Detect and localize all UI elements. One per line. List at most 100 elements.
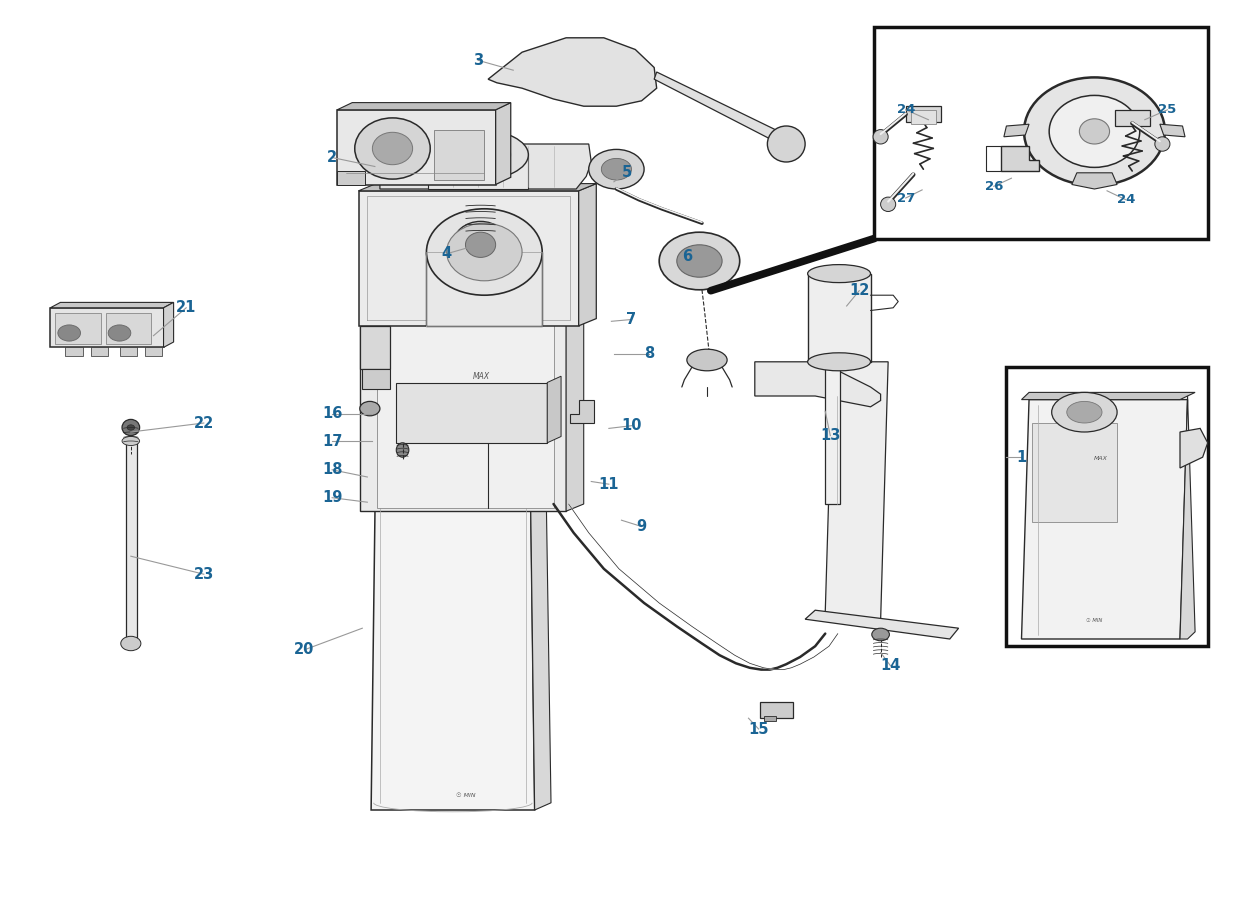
Polygon shape bbox=[1072, 173, 1117, 189]
Text: 8: 8 bbox=[644, 346, 654, 361]
Bar bbox=[145, 347, 162, 356]
Text: 24: 24 bbox=[1117, 194, 1135, 206]
Polygon shape bbox=[579, 184, 596, 326]
Polygon shape bbox=[371, 317, 551, 324]
Text: 7: 7 bbox=[626, 312, 637, 327]
Text: 25: 25 bbox=[1159, 104, 1176, 116]
Text: 23: 23 bbox=[194, 567, 214, 581]
Text: 3: 3 bbox=[473, 53, 483, 68]
Bar bbox=[55, 313, 101, 344]
Bar bbox=[825, 362, 840, 504]
Polygon shape bbox=[360, 326, 390, 369]
Bar bbox=[874, 27, 1208, 238]
Bar bbox=[362, 369, 390, 389]
Ellipse shape bbox=[1155, 137, 1170, 151]
Ellipse shape bbox=[426, 209, 542, 295]
Text: 13: 13 bbox=[820, 428, 840, 443]
Ellipse shape bbox=[808, 353, 871, 371]
Polygon shape bbox=[337, 110, 496, 184]
Ellipse shape bbox=[589, 149, 644, 189]
Ellipse shape bbox=[396, 443, 409, 457]
Polygon shape bbox=[164, 302, 174, 347]
Polygon shape bbox=[50, 308, 164, 347]
Text: 2: 2 bbox=[327, 150, 337, 165]
Bar bbox=[1032, 423, 1117, 522]
Text: 19: 19 bbox=[322, 491, 342, 505]
Polygon shape bbox=[906, 106, 941, 122]
Polygon shape bbox=[360, 310, 566, 511]
Text: MAX: MAX bbox=[1093, 456, 1108, 462]
Text: 10: 10 bbox=[621, 418, 642, 433]
Polygon shape bbox=[825, 362, 888, 621]
Bar bbox=[126, 441, 137, 644]
Polygon shape bbox=[360, 303, 584, 310]
Polygon shape bbox=[337, 103, 511, 110]
Bar bbox=[106, 313, 151, 344]
Polygon shape bbox=[377, 317, 554, 508]
Text: 1: 1 bbox=[1016, 450, 1027, 464]
Bar bbox=[434, 130, 484, 180]
Polygon shape bbox=[805, 610, 959, 639]
Text: 21: 21 bbox=[176, 301, 196, 315]
Polygon shape bbox=[1180, 396, 1195, 639]
Ellipse shape bbox=[121, 636, 141, 651]
Polygon shape bbox=[337, 171, 365, 184]
Ellipse shape bbox=[872, 628, 889, 641]
Ellipse shape bbox=[127, 425, 135, 430]
Polygon shape bbox=[396, 382, 547, 443]
Bar bbox=[120, 347, 137, 356]
Text: 22: 22 bbox=[194, 416, 214, 430]
Polygon shape bbox=[488, 38, 657, 106]
Ellipse shape bbox=[372, 132, 413, 165]
Ellipse shape bbox=[601, 158, 632, 180]
Ellipse shape bbox=[659, 232, 740, 290]
Text: 18: 18 bbox=[322, 463, 342, 477]
Ellipse shape bbox=[453, 221, 508, 268]
Ellipse shape bbox=[445, 139, 511, 171]
Ellipse shape bbox=[1024, 77, 1165, 185]
Polygon shape bbox=[1180, 428, 1208, 468]
Polygon shape bbox=[911, 110, 936, 124]
Ellipse shape bbox=[873, 130, 888, 144]
Text: 16: 16 bbox=[322, 407, 342, 421]
Text: MAX: MAX bbox=[473, 372, 491, 381]
Ellipse shape bbox=[355, 118, 430, 179]
Text: 12: 12 bbox=[849, 284, 869, 298]
Bar bbox=[1006, 367, 1208, 646]
Ellipse shape bbox=[1067, 401, 1102, 423]
Bar bbox=[65, 347, 83, 356]
Text: 4: 4 bbox=[442, 247, 452, 261]
Bar bbox=[91, 347, 108, 356]
Text: 6: 6 bbox=[682, 249, 692, 264]
Ellipse shape bbox=[687, 349, 727, 371]
Text: ☉ MIN: ☉ MIN bbox=[455, 793, 476, 798]
Text: 11: 11 bbox=[599, 477, 619, 491]
Polygon shape bbox=[371, 324, 535, 810]
Polygon shape bbox=[1004, 124, 1029, 137]
Ellipse shape bbox=[465, 232, 496, 257]
Polygon shape bbox=[359, 184, 596, 191]
Polygon shape bbox=[547, 376, 561, 443]
Text: 24: 24 bbox=[897, 104, 915, 116]
Text: 9: 9 bbox=[637, 519, 647, 534]
Ellipse shape bbox=[677, 245, 722, 277]
Ellipse shape bbox=[447, 223, 522, 281]
Polygon shape bbox=[496, 103, 511, 184]
Polygon shape bbox=[1021, 400, 1188, 639]
Text: 14: 14 bbox=[881, 659, 901, 673]
Ellipse shape bbox=[108, 325, 131, 341]
Ellipse shape bbox=[360, 401, 380, 416]
Text: 27: 27 bbox=[897, 192, 915, 204]
Ellipse shape bbox=[1052, 392, 1117, 432]
Polygon shape bbox=[1021, 392, 1195, 400]
Text: 26: 26 bbox=[985, 180, 1003, 193]
Ellipse shape bbox=[808, 265, 871, 283]
Polygon shape bbox=[1115, 110, 1150, 126]
Polygon shape bbox=[654, 72, 790, 144]
Ellipse shape bbox=[881, 197, 896, 211]
Text: ☉ MIN: ☉ MIN bbox=[1087, 618, 1102, 624]
Text: 5: 5 bbox=[621, 166, 632, 180]
Polygon shape bbox=[380, 144, 591, 189]
Ellipse shape bbox=[122, 419, 140, 436]
Bar bbox=[764, 716, 776, 721]
